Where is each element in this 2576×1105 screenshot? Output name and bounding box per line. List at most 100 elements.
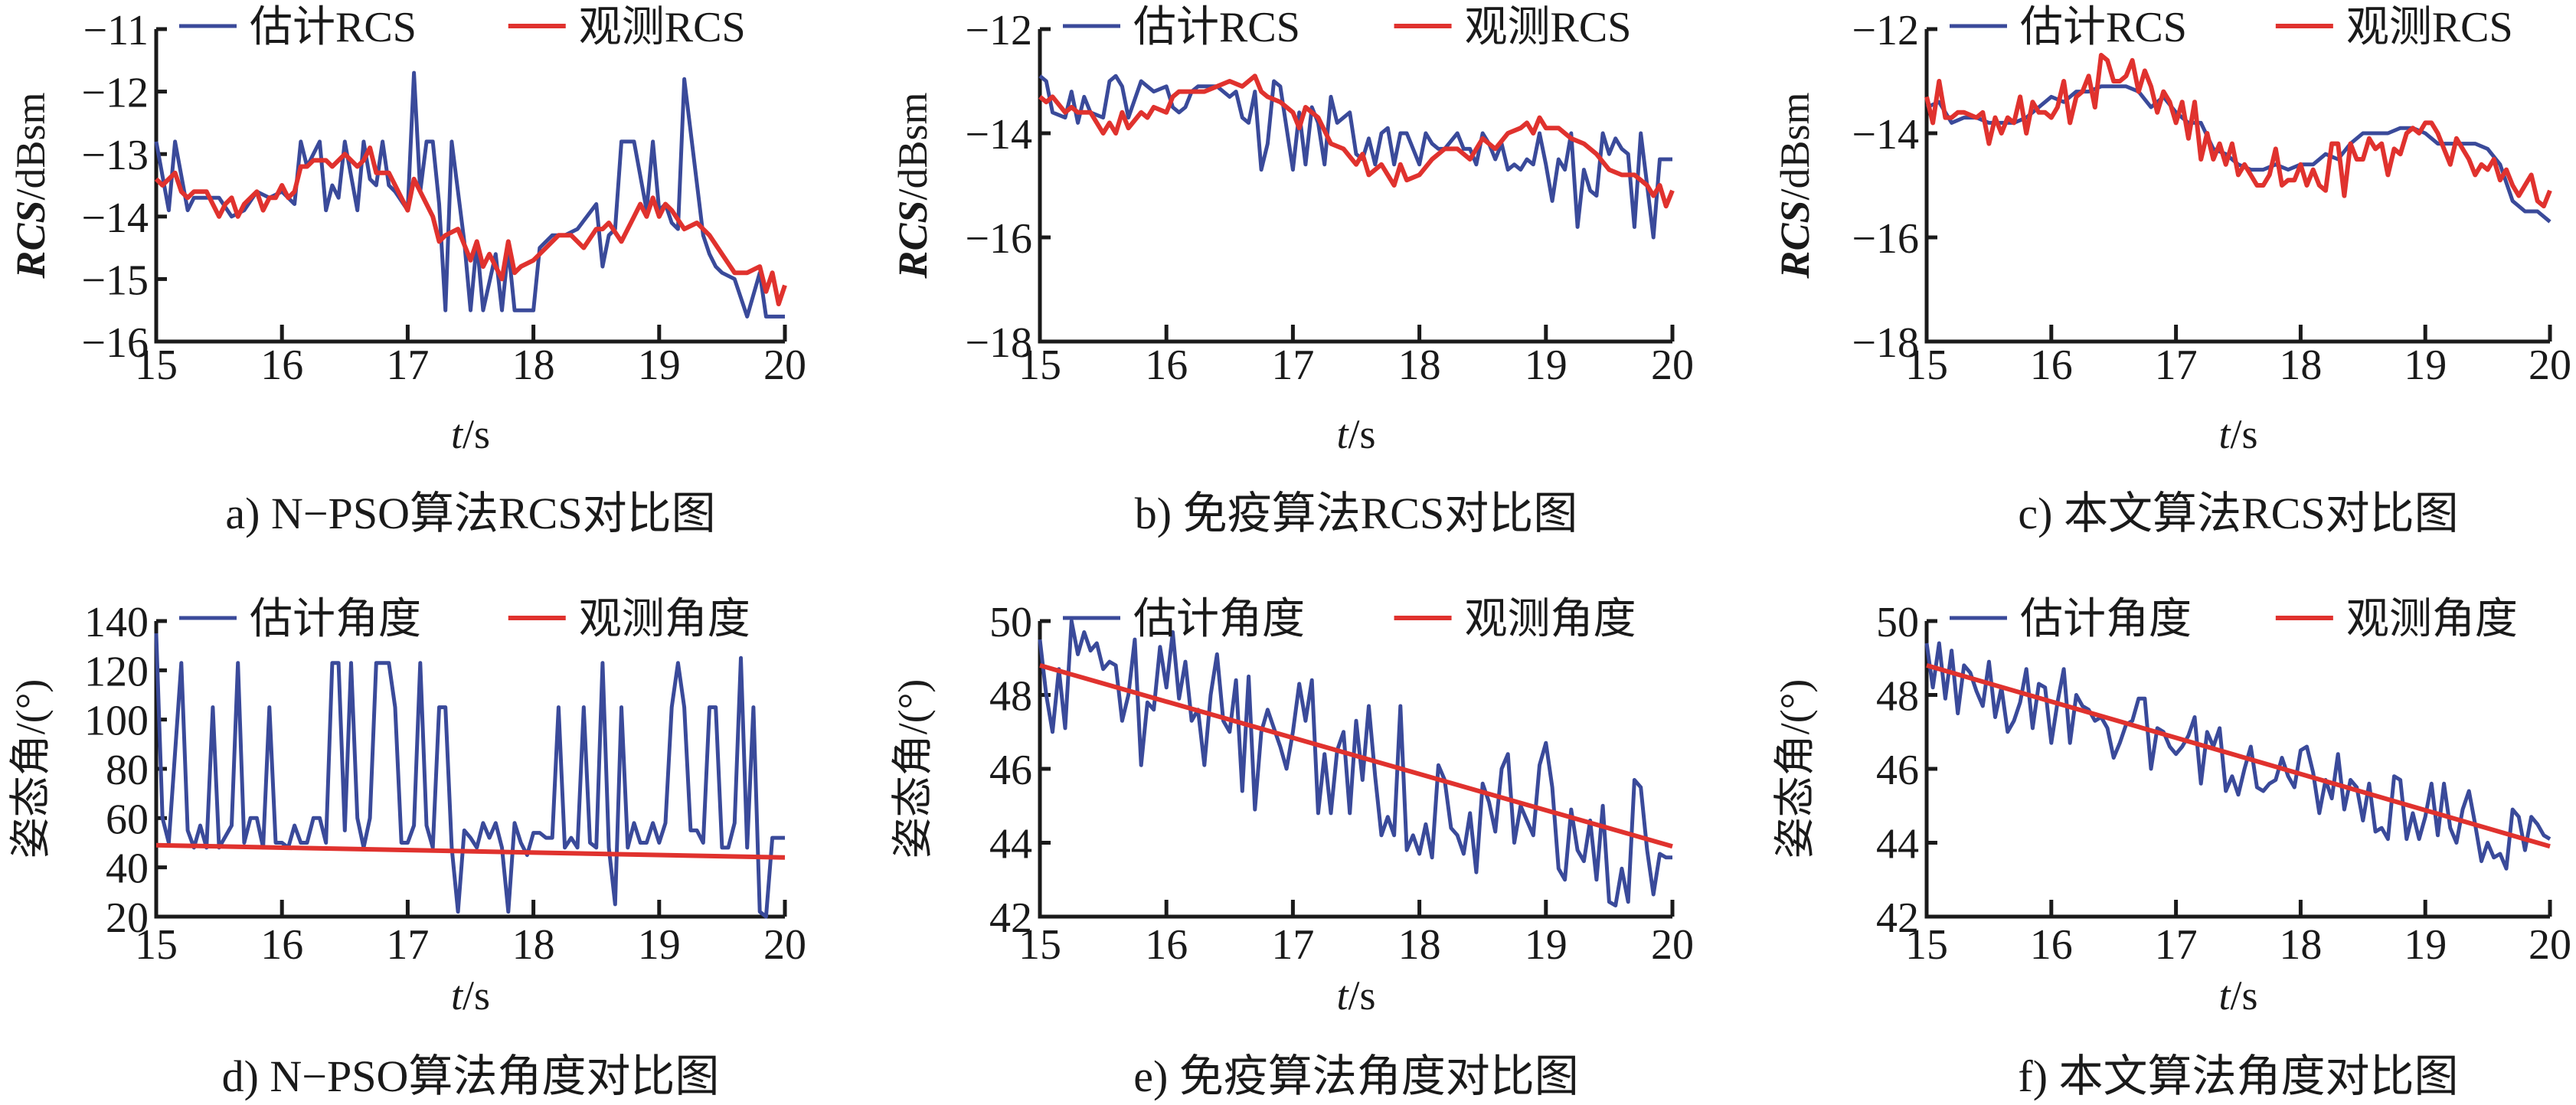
panel-caption: d) N−PSO算法角度对比图 (222, 1051, 720, 1101)
panel-b: 15 16 17 18 19 20 −18 −16 −14 −12 估计RCS 观测RCS t/s RCS… (890, 4, 1694, 538)
x-axis-label: t/s (451, 411, 490, 457)
legend-label-estimated: 估计角度 (1133, 596, 1305, 643)
y-axis-label: 姿态角/(°) (890, 679, 936, 859)
x-tick-label: 15 (1018, 921, 1061, 969)
y-tick-label: 46 (1876, 747, 1919, 794)
y-tick-label: 50 (989, 599, 1032, 646)
x-tick-label: 16 (1145, 921, 1188, 969)
x-tick-label: 15 (1018, 342, 1061, 389)
panel-caption: b) 免疫算法RCS对比图 (1135, 489, 1577, 538)
x-tick-label: 20 (2529, 921, 2571, 969)
y-tick-label: −13 (81, 132, 149, 179)
x-tick-label: 16 (2030, 342, 2073, 389)
x-tick-label: 15 (1905, 342, 1948, 389)
x-tick-label: 18 (2279, 342, 2322, 389)
x-tick-label: 15 (135, 921, 178, 969)
y-tick-label: 42 (989, 894, 1032, 942)
y-tick-label: −16 (965, 215, 1032, 263)
legend-label-estimated: 估计RCS (250, 4, 417, 51)
panel-f: 15 16 17 18 19 20 42 44 46 48 50 估计角度 观测角度 t/s 姿态角/(°)… (1772, 596, 2571, 1101)
y-tick-label: 44 (989, 821, 1032, 868)
series-line-observed (1039, 663, 1673, 849)
x-axis-label: t/s (2218, 411, 2257, 457)
x-tick-label: 20 (2529, 342, 2571, 389)
x-axis-label: t/s (2218, 973, 2257, 1018)
series-line-estimated (1924, 641, 2551, 871)
y-tick-label: 20 (106, 894, 149, 942)
x-tick-label: 18 (512, 342, 555, 389)
y-axis-label: 姿态角/(°) (8, 679, 54, 859)
panel-a: 15 16 17 18 19 20 −16 −15 −14 −13 −12 −11 估计RCS 观测RCS… (8, 4, 806, 538)
x-tick-label: 20 (1651, 342, 1694, 389)
y-tick-label: −16 (1852, 215, 1919, 263)
y-tick-label: −12 (81, 70, 149, 117)
y-tick-label: −14 (1852, 111, 1919, 159)
y-tick-label: −14 (965, 111, 1032, 159)
x-tick-label: 17 (2155, 921, 2198, 969)
panel-e: 15 16 17 18 19 20 42 44 46 48 50 估计角度 观测角度 t/s 姿态角/(°)… (890, 596, 1694, 1101)
axes-frame (1924, 29, 2550, 344)
x-tick-label: 18 (512, 921, 555, 969)
legend-label-estimated: 估计角度 (2020, 596, 2192, 643)
x-tick-label: 15 (135, 342, 178, 389)
legend-label-observed: 观测RCS (579, 4, 746, 51)
y-tick-label: −14 (81, 195, 149, 242)
y-tick-label: 80 (106, 747, 149, 794)
y-tick-label: −12 (1852, 7, 1919, 54)
y-tick-label: 48 (989, 673, 1032, 721)
x-tick-label: 19 (2404, 921, 2447, 969)
x-tick-label: 19 (638, 921, 681, 969)
legend-label-estimated: 估计角度 (250, 596, 421, 643)
x-tick-label: 17 (386, 342, 429, 389)
x-tick-label: 20 (763, 342, 806, 389)
axes-frame (1924, 621, 2550, 919)
y-tick-label: 140 (84, 599, 149, 646)
series-line-estimated (1038, 74, 1672, 240)
x-tick-label: 17 (1271, 342, 1314, 389)
panel-caption: c) 本文算法RCS对比图 (2018, 489, 2458, 538)
y-tick-label: 40 (106, 845, 149, 893)
y-tick-label: 120 (84, 648, 149, 695)
x-tick-label: 17 (1271, 921, 1314, 969)
series-line-observed (1038, 74, 1675, 209)
y-tick-label: 48 (1876, 673, 1919, 721)
y-tick-label: −18 (965, 319, 1032, 367)
legend-label-estimated: 估计RCS (2020, 4, 2187, 51)
axes-frame (1038, 29, 1672, 344)
panel-caption: a) N−PSO算法RCS对比图 (225, 489, 715, 538)
legend-label-observed: 观测RCS (2346, 4, 2513, 51)
y-axis-label: RCS/dBsm (8, 92, 54, 279)
panel-caption: e) 免疫算法角度对比图 (1133, 1051, 1579, 1101)
y-tick-label: 44 (1876, 821, 1919, 868)
x-tick-label: 18 (1398, 921, 1441, 969)
y-tick-label: −11 (83, 7, 149, 54)
y-axis-label: RCS/dBsm (1772, 92, 1818, 279)
y-tick-label: −12 (965, 7, 1032, 54)
y-tick-label: −15 (81, 257, 149, 304)
series-line-observed (154, 145, 787, 306)
x-tick-label: 19 (2404, 342, 2447, 389)
series-line-observed (155, 842, 786, 860)
series-line-observed (1924, 53, 2552, 209)
x-axis-label: t/s (1336, 973, 1375, 1018)
panel-c: 15 16 17 18 19 20 −18 −16 −14 −12 估计RCS 观测RCS t/s RCS… (1772, 4, 2571, 538)
legend-label-observed: 观测角度 (579, 596, 750, 643)
y-tick-label: −16 (81, 319, 149, 367)
legend-label-observed: 观测角度 (1465, 596, 1636, 643)
y-tick-label: 50 (1876, 599, 1919, 646)
x-axis-label: t/s (1336, 411, 1375, 457)
y-tick-label: 60 (106, 796, 149, 843)
legend-label-observed: 观测角度 (2346, 596, 2518, 643)
panel-caption: f) 本文算法角度对比图 (2018, 1051, 2458, 1101)
y-axis-label: RCS/dBsm (890, 92, 936, 279)
y-tick-label: 46 (989, 747, 1032, 794)
y-tick-label: −18 (1852, 319, 1919, 367)
x-tick-label: 18 (1398, 342, 1441, 389)
x-tick-label: 16 (260, 342, 303, 389)
x-tick-label: 20 (1651, 921, 1694, 969)
x-tick-label: 17 (386, 921, 429, 969)
legend-label-estimated: 估计RCS (1133, 4, 1300, 51)
x-tick-label: 15 (1905, 921, 1948, 969)
